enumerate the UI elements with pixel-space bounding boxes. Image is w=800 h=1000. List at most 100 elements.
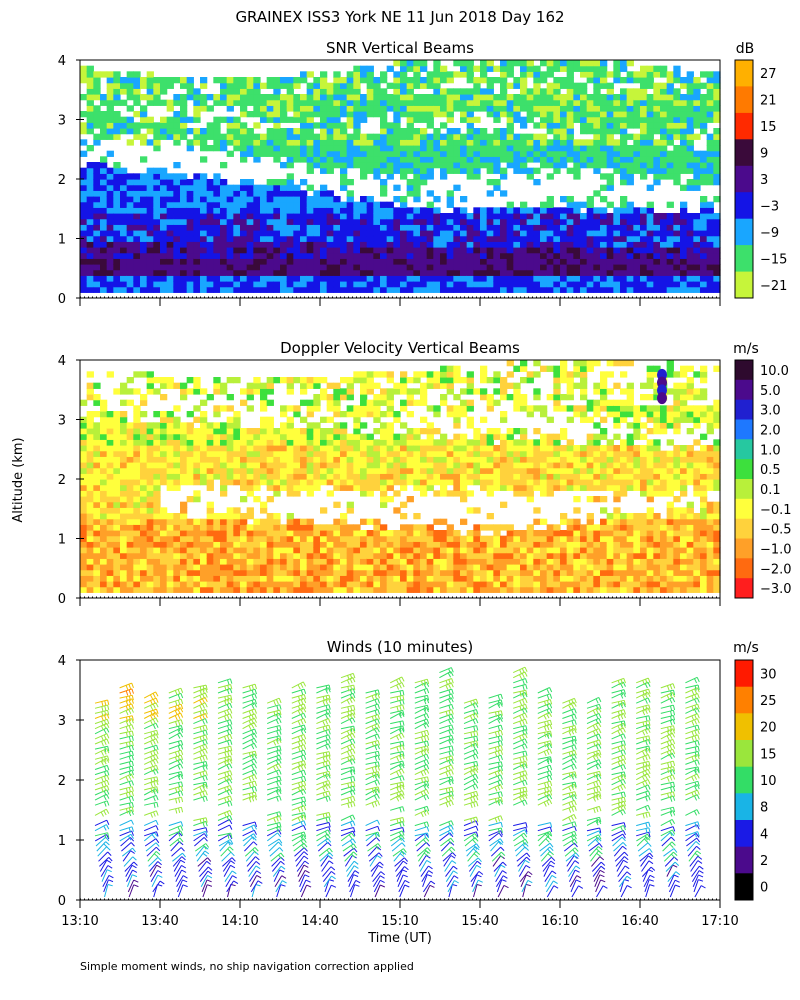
snr-cell [673, 247, 681, 254]
doppler-cell [360, 586, 368, 593]
doppler-cell [186, 445, 194, 452]
snr-cell [340, 150, 348, 157]
snr-cell [226, 133, 234, 140]
doppler-cell [266, 530, 274, 537]
snr-cell [560, 145, 568, 152]
snr-cell [366, 281, 374, 288]
snr-cell [713, 235, 721, 242]
doppler-cell [193, 479, 201, 486]
snr-cell [133, 207, 141, 214]
snr-cell [486, 179, 494, 186]
snr-cell [226, 281, 234, 288]
snr-cell [693, 275, 701, 282]
y-tick-label: 3 [58, 114, 66, 129]
snr-cell [486, 105, 494, 112]
snr-cell [646, 235, 654, 242]
snr-cell [693, 77, 701, 84]
snr-cell [386, 258, 394, 265]
snr-cell [586, 122, 594, 129]
doppler-cell [100, 513, 108, 520]
doppler-cell [320, 462, 328, 469]
doppler-cell [80, 473, 88, 480]
snr-cell [346, 281, 354, 288]
doppler-cell [373, 547, 381, 554]
doppler-cell [366, 445, 374, 452]
snr-cell [233, 145, 241, 152]
doppler-cell [326, 541, 334, 548]
snr-cell [360, 207, 368, 214]
snr-cell [280, 145, 288, 152]
snr-cell [133, 275, 141, 282]
snr-cell [300, 247, 308, 254]
snr-cell [313, 247, 321, 254]
snr-cell [140, 111, 148, 118]
snr-cell [220, 139, 228, 146]
snr-cell [533, 77, 541, 84]
snr-cell [400, 139, 408, 146]
snr-cell [326, 264, 334, 271]
doppler-cell [273, 450, 281, 457]
doppler-cell [240, 530, 248, 537]
snr-cell [380, 71, 388, 78]
snr-cell [233, 281, 241, 288]
snr-cell [460, 275, 468, 282]
snr-cell [153, 133, 161, 140]
doppler-cell [346, 473, 354, 480]
snr-cell [506, 60, 514, 67]
snr-cell [353, 82, 361, 89]
doppler-cell [300, 462, 308, 469]
snr-cell [260, 190, 268, 197]
doppler-cell [153, 456, 161, 463]
snr-cell [486, 150, 494, 157]
doppler-cell [380, 399, 388, 406]
snr-cell [286, 88, 294, 95]
snr-cell [333, 218, 341, 225]
doppler-cell [133, 388, 141, 395]
snr-cell [113, 82, 121, 89]
doppler-cell [346, 530, 354, 537]
doppler-cell [413, 462, 421, 469]
snr-cell [326, 269, 334, 276]
snr-cell [426, 82, 434, 89]
doppler-cell [213, 462, 221, 469]
snr-cell [180, 264, 188, 271]
doppler-cell [146, 462, 154, 469]
snr-cell [426, 252, 434, 259]
snr-cell [520, 201, 528, 208]
snr-cell [700, 252, 708, 259]
doppler-cell [320, 530, 328, 537]
snr-cell [460, 133, 468, 140]
doppler-cell [213, 411, 221, 418]
snr-cell [620, 65, 628, 72]
snr-cell [620, 128, 628, 135]
doppler-cell [120, 382, 128, 389]
doppler-cell [406, 530, 414, 537]
snr-cell [413, 82, 421, 89]
doppler-cell [320, 467, 328, 474]
snr-cell [646, 281, 654, 288]
doppler-cell [340, 433, 348, 440]
doppler-cell [80, 428, 88, 435]
doppler-cell [280, 541, 288, 548]
doppler-cell [246, 450, 254, 457]
snr-cell [553, 156, 561, 163]
snr-cell [360, 201, 368, 208]
snr-cell [693, 235, 701, 242]
doppler-cell [93, 399, 101, 406]
snr-cell [280, 241, 288, 248]
snr-cell [93, 207, 101, 214]
doppler-cell [473, 479, 481, 486]
doppler-cell [93, 569, 101, 576]
doppler-cell [293, 473, 301, 480]
snr-cell [520, 116, 528, 123]
snr-cell [340, 275, 348, 282]
doppler-cell [93, 558, 101, 565]
doppler-cell [93, 428, 101, 435]
snr-cell [566, 241, 574, 248]
snr-cell [466, 88, 474, 95]
snr-cell [680, 94, 688, 101]
snr-cell [473, 235, 481, 242]
snr-cell [653, 105, 661, 112]
doppler-cell [120, 439, 128, 446]
